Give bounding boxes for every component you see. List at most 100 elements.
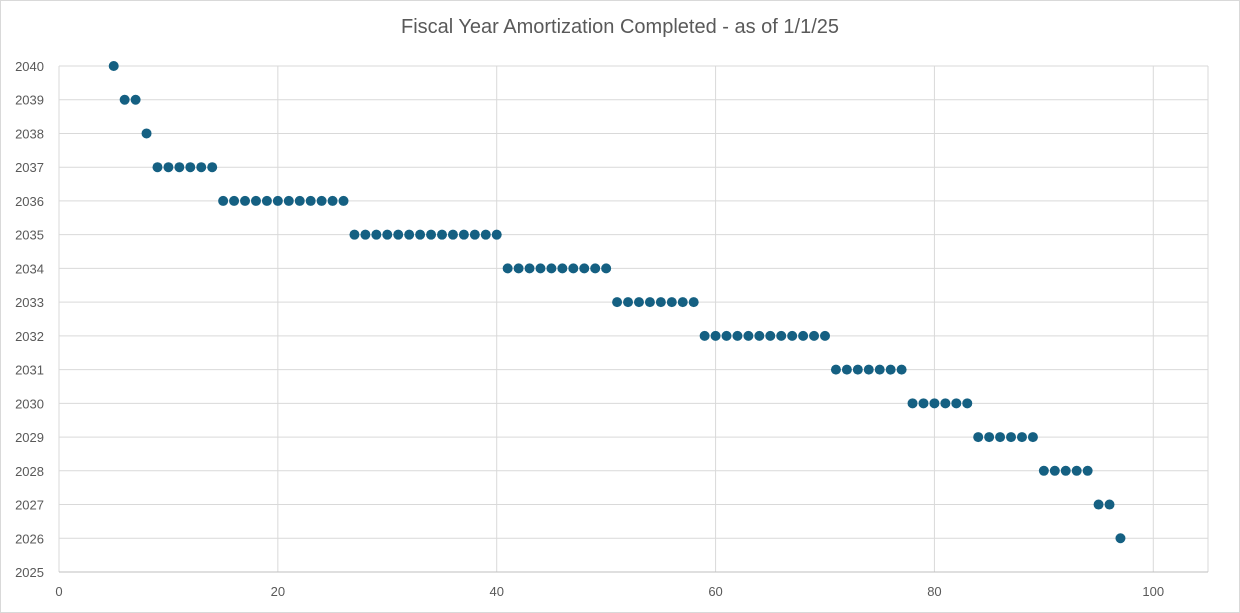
data-point <box>338 195 349 206</box>
data-points <box>108 61 1126 544</box>
data-point <box>666 297 677 308</box>
y-tick-label: 2032 <box>15 329 44 344</box>
data-point <box>787 330 798 341</box>
data-point <box>108 61 119 71</box>
data-point <box>163 162 174 173</box>
data-point <box>699 330 710 341</box>
data-point <box>644 297 655 308</box>
data-point <box>721 330 732 341</box>
data-point <box>655 297 666 308</box>
data-point <box>623 297 634 308</box>
y-tick-label: 2033 <box>15 295 44 310</box>
data-point <box>940 398 951 409</box>
gridlines <box>58 65 1209 573</box>
data-point <box>995 432 1006 443</box>
data-point <box>1082 465 1093 476</box>
data-point <box>1006 432 1017 443</box>
data-point <box>447 229 458 240</box>
data-point <box>546 263 557 274</box>
y-tick-label: 2040 <box>15 59 44 74</box>
data-point <box>524 263 535 274</box>
x-tick-label: 20 <box>271 584 285 599</box>
data-point <box>502 263 513 274</box>
data-point <box>907 398 918 409</box>
y-tick-label: 2034 <box>15 261 44 276</box>
data-point <box>830 364 841 375</box>
data-point <box>174 162 185 173</box>
data-point <box>316 195 327 206</box>
data-point <box>929 398 940 409</box>
y-tick-label: 2036 <box>15 194 44 209</box>
data-point <box>732 330 743 341</box>
data-point <box>458 229 469 240</box>
y-tick-label: 2026 <box>15 531 44 546</box>
x-tick-label: 60 <box>708 584 722 599</box>
data-point <box>601 263 612 274</box>
x-axis-tick-labels: 0 20 40 60 80 100 <box>55 584 1164 599</box>
data-point <box>984 432 995 443</box>
y-tick-label: 2027 <box>15 498 44 513</box>
data-point <box>513 263 524 274</box>
data-point <box>809 330 820 341</box>
data-point <box>294 195 305 206</box>
data-point <box>1093 499 1104 510</box>
data-point <box>874 364 885 375</box>
data-point <box>1104 499 1115 510</box>
data-point <box>261 195 272 206</box>
data-point <box>951 398 962 409</box>
y-tick-label: 2038 <box>15 126 44 141</box>
data-point <box>360 229 371 240</box>
data-point <box>250 195 261 206</box>
data-point <box>612 297 623 308</box>
y-tick-label: 2029 <box>15 430 44 445</box>
data-point <box>1060 465 1071 476</box>
data-point <box>590 263 601 274</box>
data-point <box>1038 465 1049 476</box>
y-tick-label: 2030 <box>15 396 44 411</box>
data-point <box>754 330 765 341</box>
x-tick-label: 80 <box>927 584 941 599</box>
data-point <box>327 195 338 206</box>
data-point <box>240 195 251 206</box>
data-point <box>283 195 294 206</box>
data-point <box>415 229 426 240</box>
y-tick-label: 2031 <box>15 363 44 378</box>
y-tick-label: 2037 <box>15 160 44 175</box>
data-point <box>568 263 579 274</box>
data-point <box>973 432 984 443</box>
data-point <box>382 229 393 240</box>
data-point <box>535 263 546 274</box>
data-point <box>185 162 196 173</box>
data-point <box>918 398 929 409</box>
data-point <box>688 297 699 308</box>
y-tick-label: 2025 <box>15 565 44 580</box>
y-tick-label: 2028 <box>15 464 44 479</box>
data-point <box>820 330 830 341</box>
data-point <box>841 364 852 375</box>
data-point <box>469 229 480 240</box>
data-point <box>765 330 776 341</box>
y-axis-tick-labels: 2025 2026 2027 2028 2029 2030 2031 2032 2033 2034… <box>15 59 44 580</box>
data-point <box>1016 432 1027 443</box>
data-point <box>1071 465 1082 476</box>
data-point <box>426 229 437 240</box>
data-point <box>852 364 863 375</box>
data-point <box>480 229 491 240</box>
data-point <box>229 195 240 206</box>
data-point <box>130 94 141 105</box>
data-point <box>863 364 874 375</box>
data-point <box>896 364 907 375</box>
data-point <box>491 229 502 240</box>
data-point <box>218 195 229 206</box>
data-point <box>633 297 644 308</box>
data-point <box>885 364 896 375</box>
data-point <box>557 263 568 274</box>
data-point <box>196 162 207 173</box>
y-tick-label: 2039 <box>15 93 44 108</box>
x-tick-label: 100 <box>1142 584 1164 599</box>
data-point <box>1027 432 1038 443</box>
data-point <box>710 330 721 341</box>
x-tick-label: 40 <box>489 584 503 599</box>
